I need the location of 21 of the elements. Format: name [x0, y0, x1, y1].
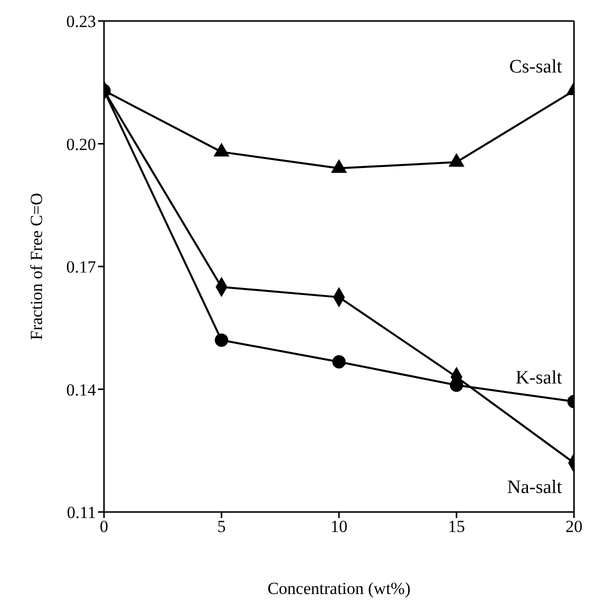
- x-tick-label: 15: [448, 517, 465, 536]
- y-tick-label: 0.23: [66, 12, 96, 32]
- series-label: Na-salt: [507, 476, 563, 498]
- y-tick-label: 0.11: [66, 503, 96, 522]
- point: [214, 142, 230, 157]
- point: [331, 159, 347, 173]
- x-tick-label: 10: [330, 517, 348, 536]
- x-tick-label: 0: [100, 517, 108, 536]
- y-tick-label: 0.14: [66, 380, 96, 400]
- point: [332, 355, 346, 368]
- point: [450, 378, 464, 392]
- point: [214, 333, 228, 347]
- x-tick-label: 20: [566, 517, 582, 536]
- series-label: Cs-salt: [509, 56, 563, 78]
- series-label: K-salt: [516, 368, 563, 389]
- x-tick-label: 5: [217, 517, 226, 536]
- y-axis-title: Fraction of Free C=O: [27, 193, 46, 340]
- point: [448, 152, 464, 167]
- x-axis-title: Concentration (wt%): [267, 579, 411, 598]
- y-tick-label: 0.17: [66, 258, 96, 277]
- y-tick-label: 0.20: [66, 134, 96, 154]
